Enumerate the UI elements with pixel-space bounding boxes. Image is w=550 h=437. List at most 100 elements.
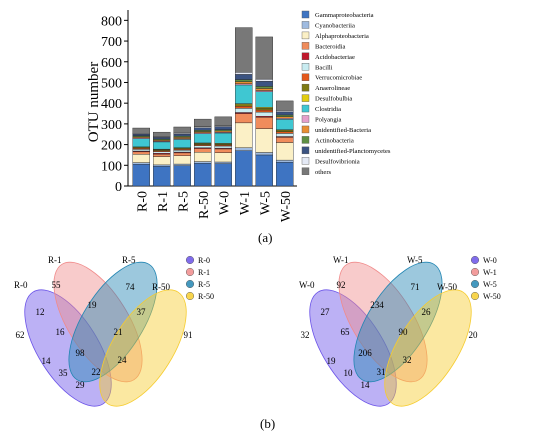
bar-segment <box>255 91 273 108</box>
bar-segment <box>276 111 294 116</box>
venn-region-count: 37 <box>137 307 147 317</box>
venn-region-count: 14 <box>42 356 52 366</box>
venn-legend-label: W-0 <box>483 256 497 265</box>
bar-segment <box>194 148 212 153</box>
bar-stack-R-50 <box>194 118 212 187</box>
venn-shapes <box>309 261 472 407</box>
venn-set-name: R-50 <box>152 282 171 292</box>
bar-segment <box>173 126 191 134</box>
venn-legend-dot <box>470 280 479 289</box>
bar-stack-R-1 <box>153 131 171 187</box>
venn-region-count: 31 <box>377 367 386 377</box>
bar-segment <box>153 151 171 154</box>
y-tick-label: 100 <box>101 159 122 174</box>
bar-segment <box>276 133 294 137</box>
venn-legend-label: W-1 <box>483 268 497 277</box>
legend-label: others <box>315 169 332 176</box>
bar-segment <box>255 108 273 111</box>
bar-segment <box>255 152 273 156</box>
legend-label: unidentified-Bacteria <box>315 127 371 134</box>
legend-entry: Verrucomicrobiae <box>301 73 362 82</box>
legend-label: Polyangia <box>315 117 341 124</box>
bar-segment <box>235 81 253 84</box>
bar-segment <box>153 141 171 150</box>
legend-entry: Clostridia <box>301 104 341 113</box>
venn-region-count: 19 <box>88 300 98 310</box>
venn-legend-dot <box>185 280 194 289</box>
bar-segment <box>235 104 253 107</box>
legend-entry: Anaerolineae <box>301 83 350 92</box>
y-tick-label: 500 <box>101 76 122 91</box>
venn-set-name: W-50 <box>437 282 457 292</box>
bar-segment <box>276 159 294 163</box>
venn-set-name: W-5 <box>407 255 423 265</box>
x-tick-label: W-0 <box>217 191 232 215</box>
legend-entry: Desulfovibrionia <box>301 157 360 165</box>
legend-entry: Bacilli <box>301 63 333 71</box>
venn-region-count: 234 <box>370 300 384 310</box>
venn-region-counts: 62 55 74 91 12 19 37 29 14 24 16 21 22 35 98 <box>16 280 193 390</box>
venn-legend: W-0 W-1 W-5 W-50 <box>470 255 501 301</box>
venn-legend-label: R-0 <box>198 256 210 265</box>
bar-segment <box>173 165 191 187</box>
venn-region-count: 14 <box>361 380 371 390</box>
bar-segment <box>194 152 212 162</box>
venn-legend-dot <box>185 292 194 301</box>
bar-segment <box>276 119 294 130</box>
bar-segment <box>132 162 150 165</box>
venn-region-count: 92 <box>337 280 346 290</box>
legend-swatch <box>301 73 310 81</box>
bar-segment <box>276 137 294 143</box>
bar-segment <box>214 116 232 126</box>
legend-entry: Cyanobacteriia <box>301 21 355 29</box>
bar-segment <box>194 127 212 131</box>
legend-label: Acidobacteriae <box>315 54 355 61</box>
legend-swatch <box>301 42 310 50</box>
legend-entry: Alphaproteobacteria <box>301 31 369 40</box>
venn-region-count: 35 <box>59 368 69 378</box>
legend-label: Desulfobulbia <box>315 96 352 103</box>
legend-entry: Bacteroidia <box>301 42 345 50</box>
bar-segment <box>173 163 191 166</box>
legend-entry: others <box>301 167 332 176</box>
bar-segment <box>276 161 294 187</box>
bar-segment <box>235 79 253 82</box>
bar-segment <box>255 109 273 113</box>
bar-segment <box>132 133 150 136</box>
bar-segment <box>153 164 171 167</box>
venn-legend-dot <box>470 268 479 277</box>
venn-legend-dot <box>470 255 479 264</box>
bar-segment <box>194 118 212 127</box>
venn-ellipse-W-5 <box>353 261 443 383</box>
bar-segment <box>173 133 191 137</box>
bar-stack-W-50 <box>276 100 294 187</box>
y-tick-label: 400 <box>101 97 122 112</box>
venn-region-count: 27 <box>321 307 331 317</box>
venn-set-name: R-5 <box>122 255 136 265</box>
venn-region-count: 19 <box>327 356 337 366</box>
venn-diagram-r: R-0 R-1 R-5 R-50 62 55 74 91 12 19 37 29 14 24 16 21 22 3… <box>14 255 214 407</box>
venn-region-count: 91 <box>184 330 193 340</box>
bar-segment <box>132 149 150 152</box>
legend-swatch <box>301 21 310 29</box>
bar-segment <box>214 132 232 144</box>
venn-region-count: 55 <box>52 280 62 290</box>
bar-segment <box>276 110 294 113</box>
legend-label: Verrucomicrobiae <box>315 75 362 82</box>
legend-label: Gammaproteobacteria <box>315 12 374 19</box>
bar-segment <box>255 117 273 129</box>
x-tick-label: W-1 <box>238 191 253 215</box>
bar-segment <box>173 149 191 153</box>
venn-set-name: W-1 <box>333 255 349 265</box>
venn-region-count: 16 <box>56 327 66 337</box>
bar-segment <box>235 113 253 124</box>
venn-region-count: 32 <box>403 355 412 365</box>
bar-segment <box>255 88 273 91</box>
venn-region-count: 10 <box>344 368 354 378</box>
venn-region-count: 22 <box>92 367 101 377</box>
venn-legend-label: W-50 <box>483 292 501 301</box>
bar-segment <box>132 127 150 134</box>
legend-label: Bacteroidia <box>315 43 345 50</box>
bar-segment <box>153 137 171 140</box>
bar-segment <box>214 148 232 153</box>
